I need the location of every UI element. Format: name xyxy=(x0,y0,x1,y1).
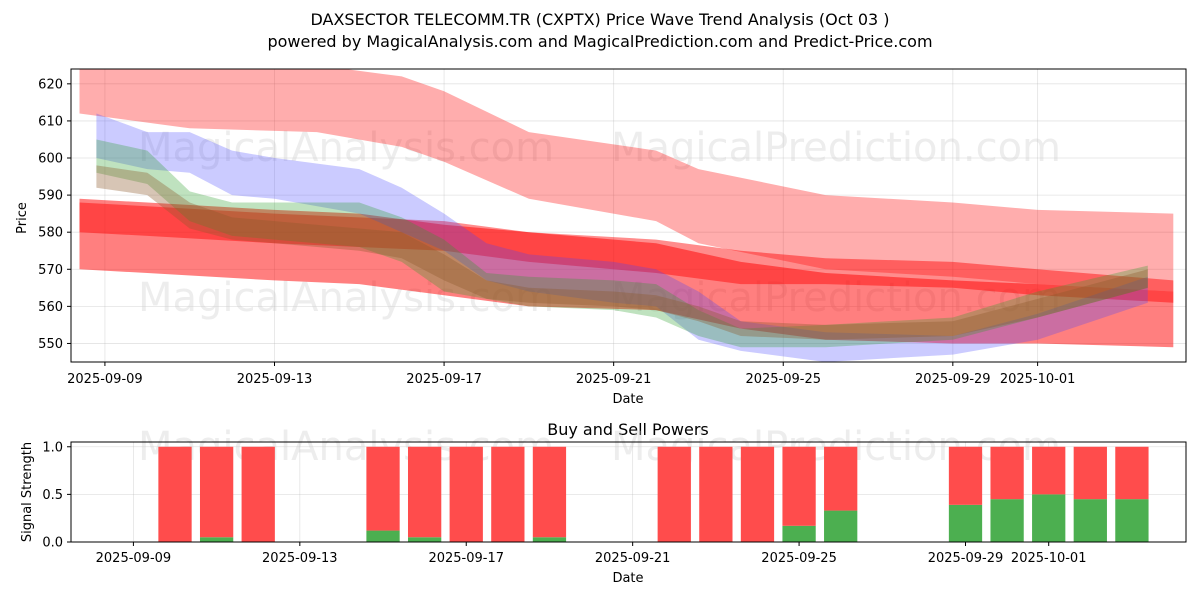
sell-bar xyxy=(366,446,400,531)
sell-bar xyxy=(1073,446,1107,500)
price-x-axis-label: Date xyxy=(612,392,643,407)
price-y-tick-label: 570 xyxy=(38,263,63,278)
price-x-tick-label: 2025-10-01 xyxy=(1000,372,1076,387)
price-x-tick-label: 2025-09-25 xyxy=(745,372,821,387)
watermark-2: MagicalPrediction.com xyxy=(611,125,1061,171)
signal-x-tick-label: 2025-10-01 xyxy=(1011,551,1087,566)
signal-axes-frame xyxy=(70,441,1187,543)
sell-bar xyxy=(824,446,858,511)
buy-bar xyxy=(532,537,567,542)
buy-sell-title: Buy and Sell Powers xyxy=(547,420,709,439)
signal-x-tick-label: 2025-09-17 xyxy=(428,551,504,566)
signal-x-tick-label: 2025-09-29 xyxy=(928,551,1004,566)
sell-bar xyxy=(532,446,567,538)
wave-band-red-wide-band xyxy=(79,69,1174,292)
price-y-tick-label: 600 xyxy=(38,152,63,167)
price-x-ticks: 2025-09-09 2025-09-13 2025-09-17 2025-09-21… xyxy=(67,362,1075,387)
signal-bars xyxy=(158,446,1149,542)
buy-bar xyxy=(199,537,234,542)
wave-band-brown-core xyxy=(96,165,1148,340)
price-y-tick-label: 580 xyxy=(38,226,63,241)
sell-bar xyxy=(491,446,525,542)
price-x-tick-label: 2025-09-09 xyxy=(67,372,143,387)
sell-bar xyxy=(657,446,691,542)
signal-x-tick-label: 2025-09-25 xyxy=(761,551,837,566)
price-y-ticks: 550 560 570 580 590 600 610 620 xyxy=(38,77,71,352)
buy-bar xyxy=(824,510,858,542)
price-y-tick-label: 620 xyxy=(38,77,63,92)
signal-y-tick-label: 0.5 xyxy=(42,488,63,503)
price-wave-panel: MagicalAnalysis.com MagicalPrediction.co… xyxy=(15,68,1187,407)
sell-bar xyxy=(740,446,775,542)
buy-bar xyxy=(948,504,983,542)
price-y-tick-label: 590 xyxy=(38,189,63,204)
watermark-1: MagicalAnalysis.com xyxy=(138,125,554,171)
wave-band-red-mid-band xyxy=(79,202,1174,303)
signal-y-axis-label: Signal Strength xyxy=(20,442,35,542)
wave-band-blue-wave xyxy=(96,113,1148,362)
chart-subtitle: powered by MagicalAnalysis.com and Magic… xyxy=(267,32,932,51)
sell-bar xyxy=(1115,446,1149,500)
price-y-axis-label: Price xyxy=(15,202,30,234)
buy-bar xyxy=(407,537,442,542)
buy-bar xyxy=(366,530,400,542)
signal-x-tick-label: 2025-09-09 xyxy=(96,551,172,566)
sell-bar xyxy=(990,446,1024,500)
price-x-tick-label: 2025-09-13 xyxy=(237,372,313,387)
signal-x-ticks: 2025-09-09 2025-09-13 2025-09-17 2025-09-21… xyxy=(96,542,1087,566)
signal-y-ticks: 0.0 0.5 1.0 xyxy=(42,440,71,551)
sell-bar xyxy=(449,446,483,542)
buy-bar xyxy=(1032,494,1066,542)
sell-bar xyxy=(782,446,816,526)
buy-bar xyxy=(1115,499,1149,542)
sell-bar xyxy=(1032,446,1066,495)
buy-bar xyxy=(1073,499,1107,542)
price-y-tick-label: 610 xyxy=(38,114,63,129)
price-x-tick-label: 2025-09-17 xyxy=(406,372,482,387)
signal-x-tick-label: 2025-09-21 xyxy=(595,551,671,566)
sell-bar xyxy=(407,446,442,538)
buy-bar xyxy=(782,525,816,542)
buy-bar xyxy=(990,499,1024,542)
wave-band-red-lower-band xyxy=(79,198,1174,348)
price-x-tick-label: 2025-09-29 xyxy=(915,372,991,387)
wave-band-green-wave xyxy=(96,139,1148,348)
sell-bar xyxy=(158,446,192,542)
price-bands xyxy=(79,69,1174,362)
price-x-tick-label: 2025-09-21 xyxy=(576,372,652,387)
sell-bar xyxy=(699,446,733,542)
price-y-tick-label: 560 xyxy=(38,300,63,315)
signal-x-tick-label: 2025-09-13 xyxy=(262,551,338,566)
price-y-tick-label: 550 xyxy=(38,337,63,352)
signal-y-tick-label: 1.0 xyxy=(42,440,63,455)
chart-title: DAXSECTOR TELECOMM.TR (CXPTX) Price Wave… xyxy=(310,10,889,29)
signal-x-axis-label: Date xyxy=(612,571,643,586)
sell-bar xyxy=(241,446,275,542)
price-axes-frame xyxy=(70,68,1187,363)
sell-bar xyxy=(199,446,234,538)
signal-y-tick-label: 0.0 xyxy=(42,536,63,551)
buy-sell-panel: Buy and Sell Powers MagicalAnalysis.com … xyxy=(20,420,1187,586)
sell-bar xyxy=(948,446,983,505)
